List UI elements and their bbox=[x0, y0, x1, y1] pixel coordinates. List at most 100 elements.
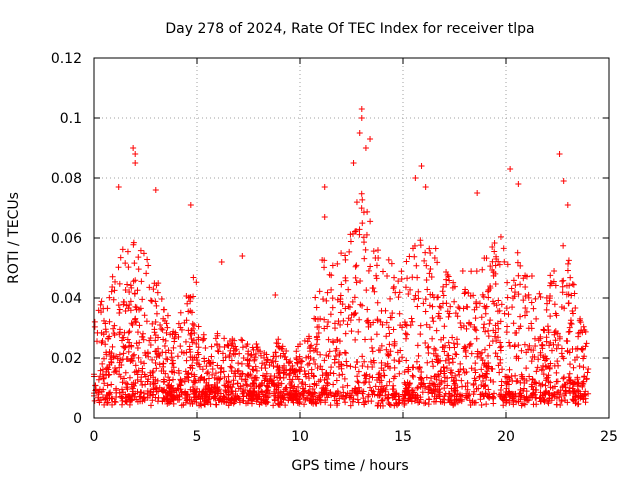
data-point bbox=[486, 342, 493, 349]
data-point bbox=[490, 269, 497, 276]
data-point bbox=[500, 402, 507, 409]
data-point bbox=[236, 350, 243, 357]
data-point bbox=[205, 382, 212, 389]
data-point bbox=[399, 391, 406, 398]
data-point bbox=[152, 187, 159, 193]
data-point bbox=[356, 231, 363, 238]
data-point bbox=[537, 349, 544, 356]
data-point bbox=[247, 383, 254, 390]
data-point bbox=[354, 396, 361, 403]
data-point bbox=[409, 372, 416, 379]
data-point bbox=[432, 372, 439, 379]
data-point bbox=[276, 375, 283, 382]
data-point bbox=[540, 327, 547, 334]
data-point bbox=[125, 393, 132, 400]
data-point bbox=[299, 385, 306, 392]
data-point bbox=[509, 304, 516, 311]
data-point bbox=[398, 276, 405, 283]
data-point bbox=[446, 360, 453, 367]
data-point bbox=[575, 380, 582, 387]
data-point bbox=[279, 365, 286, 372]
data-point bbox=[395, 278, 402, 285]
data-point bbox=[369, 374, 376, 381]
y-tick-label: 0.04 bbox=[51, 291, 82, 307]
data-point bbox=[396, 370, 403, 377]
data-point bbox=[363, 371, 370, 378]
data-point bbox=[391, 338, 398, 345]
data-point bbox=[384, 273, 391, 280]
data-point bbox=[544, 374, 551, 381]
data-point bbox=[443, 268, 450, 275]
data-point bbox=[111, 322, 118, 329]
data-point bbox=[472, 366, 479, 373]
data-point bbox=[446, 310, 453, 317]
data-point bbox=[252, 350, 259, 357]
data-point bbox=[139, 381, 146, 388]
data-point bbox=[167, 331, 174, 338]
data-point bbox=[227, 363, 234, 370]
data-point bbox=[338, 250, 345, 257]
data-point bbox=[521, 341, 528, 348]
data-point bbox=[353, 228, 360, 235]
data-point bbox=[418, 375, 425, 382]
data-point bbox=[170, 396, 177, 403]
data-point bbox=[405, 291, 412, 298]
data-point bbox=[370, 388, 377, 395]
data-point bbox=[92, 382, 99, 389]
data-point bbox=[373, 331, 380, 338]
data-point bbox=[323, 297, 330, 304]
data-point bbox=[98, 309, 105, 316]
data-point bbox=[409, 318, 416, 325]
data-point bbox=[481, 382, 488, 389]
data-point bbox=[235, 394, 242, 401]
data-point bbox=[473, 327, 480, 334]
data-point bbox=[141, 349, 148, 356]
data-point bbox=[385, 256, 392, 263]
data-point bbox=[135, 254, 142, 261]
data-point bbox=[378, 365, 385, 372]
data-point bbox=[386, 378, 393, 385]
data-point bbox=[405, 366, 412, 373]
data-point bbox=[282, 402, 289, 409]
axis-ticks bbox=[93, 57, 610, 419]
data-point bbox=[374, 299, 381, 306]
data-point bbox=[220, 357, 227, 364]
data-point bbox=[187, 202, 194, 208]
data-point bbox=[94, 338, 101, 345]
data-point bbox=[231, 370, 238, 377]
data-point bbox=[235, 360, 242, 367]
data-point bbox=[435, 310, 442, 317]
data-point bbox=[219, 350, 226, 357]
data-point bbox=[506, 390, 513, 397]
data-point bbox=[498, 391, 505, 398]
data-point bbox=[305, 390, 312, 397]
data-point bbox=[504, 323, 511, 330]
data-point bbox=[342, 350, 349, 357]
data-point bbox=[181, 319, 188, 326]
data-point bbox=[117, 373, 124, 380]
data-point bbox=[272, 292, 279, 298]
data-point bbox=[465, 289, 472, 296]
data-point bbox=[434, 353, 441, 360]
data-point bbox=[551, 331, 558, 338]
data-point bbox=[141, 397, 148, 404]
data-point bbox=[263, 400, 270, 407]
data-point bbox=[444, 272, 451, 279]
data-point bbox=[170, 344, 177, 351]
data-point bbox=[330, 370, 337, 377]
data-point bbox=[266, 390, 273, 397]
data-point bbox=[330, 381, 337, 388]
data-point bbox=[361, 399, 368, 406]
data-point bbox=[131, 290, 138, 297]
data-point bbox=[417, 374, 424, 381]
data-point bbox=[149, 320, 156, 327]
data-point bbox=[191, 322, 198, 329]
data-point bbox=[95, 394, 102, 401]
data-point bbox=[579, 345, 586, 352]
data-point bbox=[409, 274, 416, 281]
data-point bbox=[161, 343, 168, 350]
data-point bbox=[136, 306, 143, 313]
data-point bbox=[579, 383, 586, 390]
data-point bbox=[408, 315, 415, 322]
data-point bbox=[158, 325, 165, 332]
